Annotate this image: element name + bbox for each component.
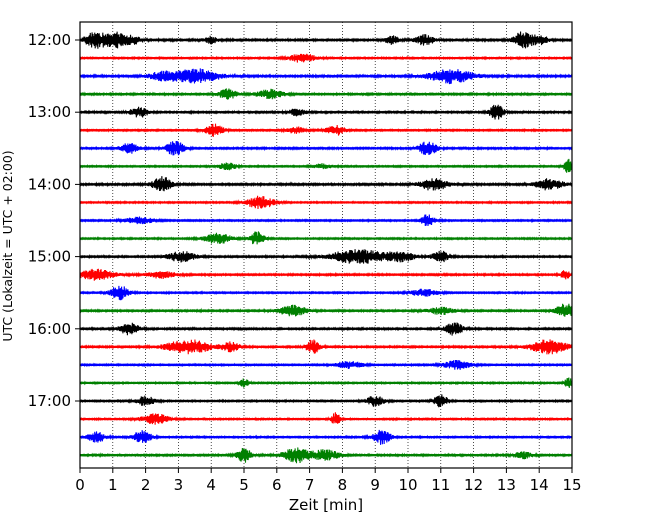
x-tick-label: 11 — [431, 476, 450, 494]
y-tick-label: 16:00 — [28, 320, 71, 338]
y-axis-label: UTC (Lokalzeit = UTC + 02:00) — [0, 150, 15, 341]
x-tick-label: 0 — [75, 476, 85, 494]
x-tick-label: 6 — [272, 476, 282, 494]
x-tick-label: 5 — [239, 476, 249, 494]
x-tick-label: 8 — [338, 476, 348, 494]
plot-frame — [79, 21, 573, 469]
x-tick-label: 15 — [562, 476, 581, 494]
y-tick-label: 15:00 — [28, 248, 71, 266]
y-tick-label: 14:00 — [28, 175, 71, 193]
y-tick-label: 12:00 — [28, 31, 71, 49]
trace-series — [79, 31, 573, 464]
y-axis: 12:00 13:00 14:00 15:00 16:00 17:00 — [28, 31, 80, 410]
x-tick-label: 13 — [497, 476, 516, 494]
x-tick-label: 2 — [141, 476, 151, 494]
x-tick-label: 1 — [108, 476, 118, 494]
x-tick-label: 9 — [370, 476, 380, 494]
x-tick-label: 12 — [464, 476, 483, 494]
x-axis: 0 1 2 3 4 5 6 7 8 9 10 11 12 13 14 15 — [75, 468, 582, 494]
x-grid — [112, 22, 540, 468]
x-tick-label: 3 — [174, 476, 184, 494]
x-tick-label: 10 — [398, 476, 417, 494]
y-tick-label: 17:00 — [28, 392, 71, 410]
x-tick-label: 4 — [206, 476, 216, 494]
y-tick-label: 13:00 — [28, 103, 71, 121]
x-tick-label: 7 — [305, 476, 315, 494]
x-tick-label: 14 — [530, 476, 549, 494]
x-axis-label: Zeit [min] — [289, 496, 363, 514]
